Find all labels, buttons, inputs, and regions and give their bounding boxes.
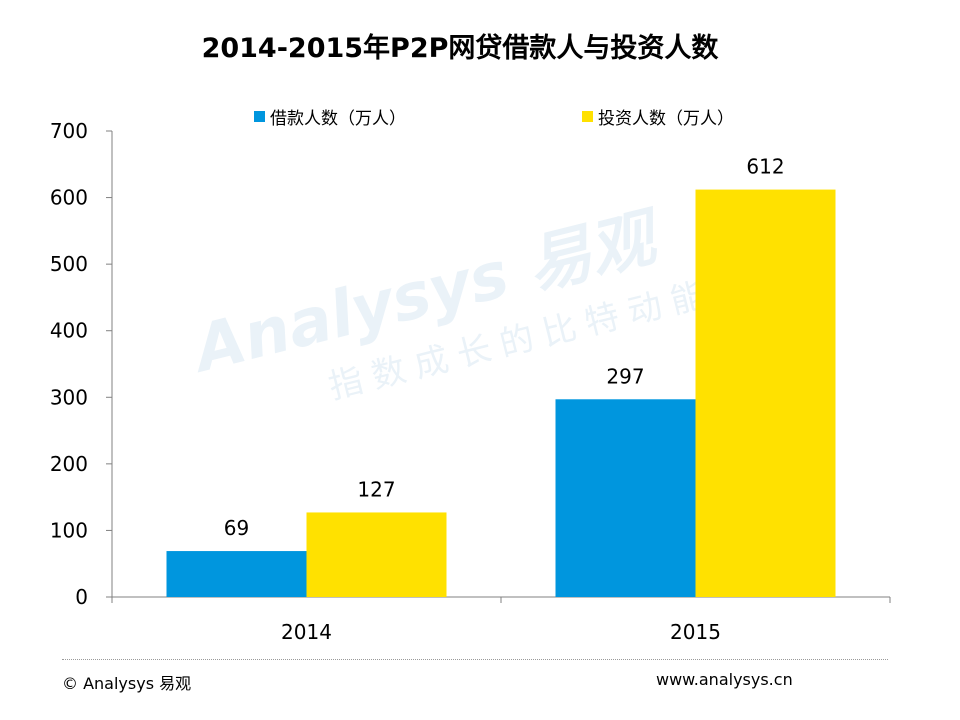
legend-item-borrow: 借款人数（万人） <box>254 104 406 129</box>
data-label: 69 <box>224 516 249 540</box>
y-tick-label: 100 <box>50 518 88 542</box>
y-tick-label: 400 <box>50 319 88 343</box>
y-tick-label: 600 <box>50 186 88 210</box>
bar-borrow-2014 <box>166 551 307 597</box>
footer-url: www.analysys.cn <box>656 670 793 689</box>
legend-label-invest: 投资人数（万人） <box>598 109 734 129</box>
legend-label-borrow: 借款人数（万人） <box>270 109 406 129</box>
data-label: 612 <box>746 155 784 179</box>
chart-title: 2014-2015年P2P网贷借款人与投资人数 <box>201 33 719 64</box>
y-tick-label: 0 <box>75 585 88 609</box>
legend-swatch-invest <box>582 111 593 122</box>
y-tick-label: 700 <box>50 119 88 143</box>
bar-invest-2015 <box>695 189 836 597</box>
x-tick-label: 2014 <box>281 620 332 644</box>
y-tick-label: 200 <box>50 452 88 476</box>
legend-item-invest: 投资人数（万人） <box>582 104 734 129</box>
legend-swatch-borrow <box>254 111 265 122</box>
legend: 借款人数（万人） 投资人数（万人） <box>0 104 960 129</box>
x-tick-label: 2015 <box>670 620 721 644</box>
bar-borrow-2015 <box>555 399 696 597</box>
footer-divider <box>62 659 888 660</box>
data-label: 297 <box>606 364 644 388</box>
footer-copyright: © Analysys 易观 <box>62 674 192 693</box>
y-tick-label: 300 <box>50 385 88 409</box>
data-label: 127 <box>357 477 395 501</box>
y-tick-label: 500 <box>50 252 88 276</box>
bar-invest-2014 <box>306 512 447 597</box>
